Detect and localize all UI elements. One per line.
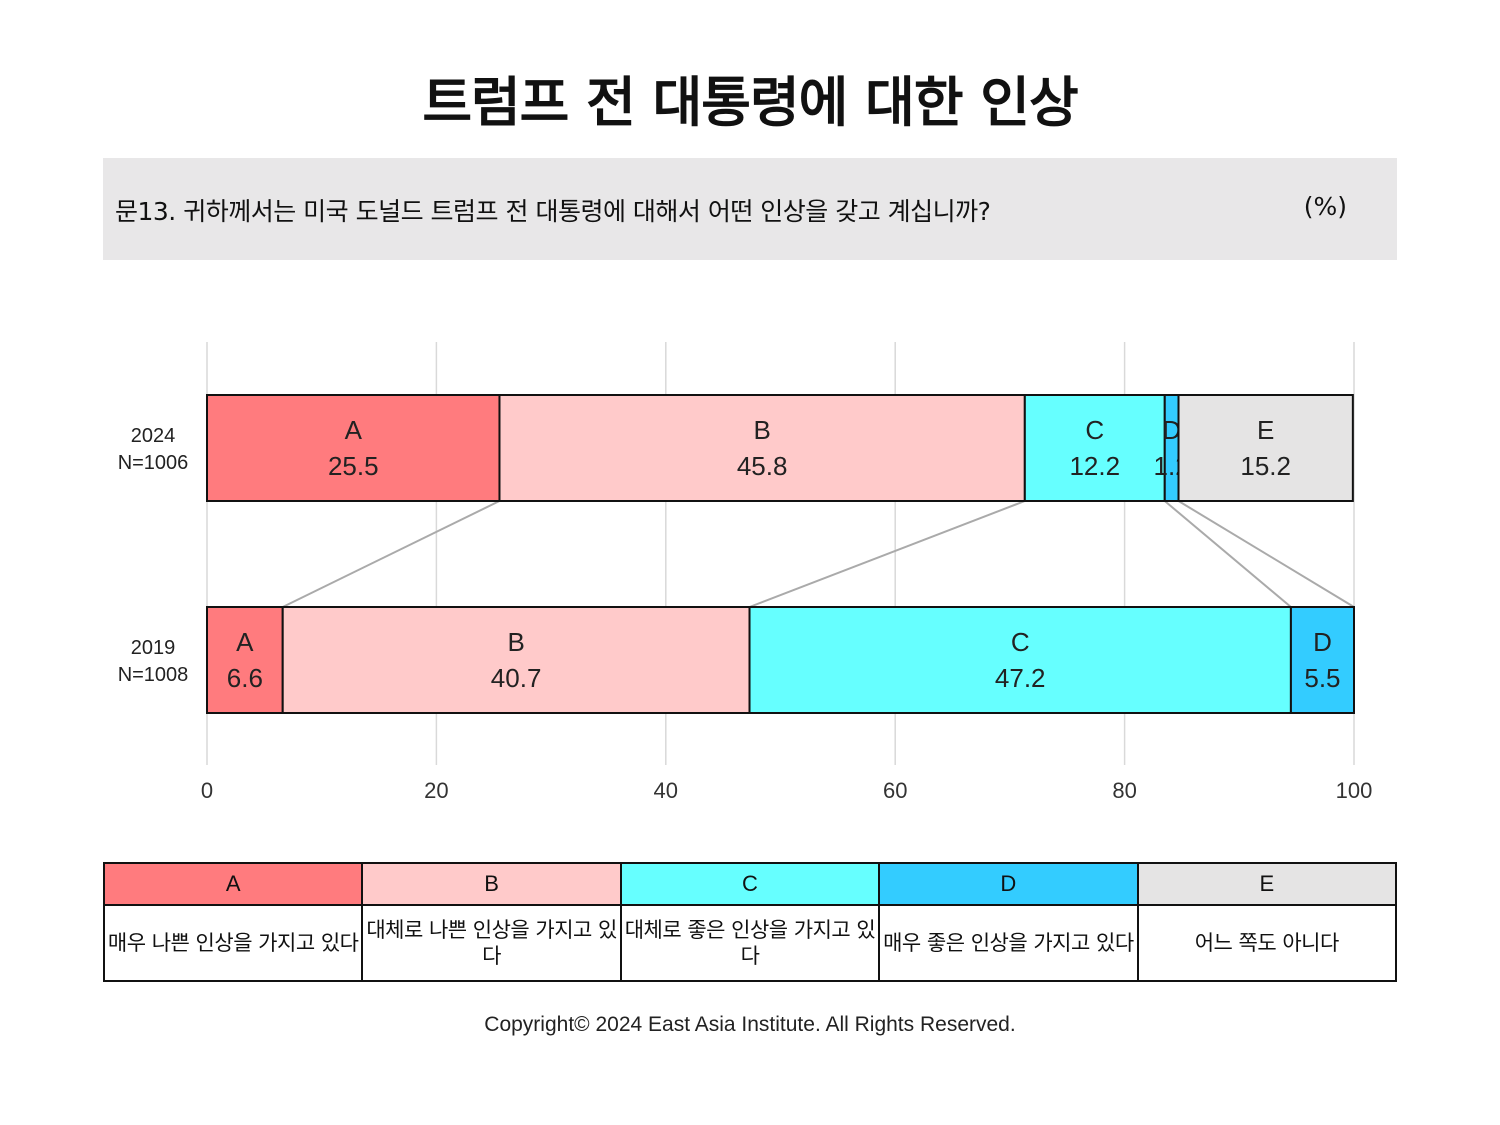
stacked-bar-chart: 0 20 40 60 80 100A25.5B45.8C12.2D1.2E15.22024… bbox=[118, 342, 1373, 803]
bar-value-2019-B: 40.7 bbox=[491, 663, 542, 693]
x-tick-label-100: 100 bbox=[1336, 778, 1373, 803]
bar-value-2019-C: 47.2 bbox=[995, 663, 1046, 693]
row-label-n-2024: N=1006 bbox=[118, 452, 189, 474]
bar-2019-D bbox=[1289, 606, 1356, 714]
bar-key-2019-B: B bbox=[507, 627, 524, 657]
unit-label: (%) bbox=[1303, 192, 1347, 221]
bar-2024-B bbox=[498, 394, 1026, 502]
legend-desc-row: 매우 나쁜 인상을 가지고 있다 대체로 나쁜 인상을 가지고 있다 대체로 좋… bbox=[102, 904, 1398, 982]
bar-2024-C bbox=[1023, 394, 1166, 502]
bar-key-2019-D: D bbox=[1313, 627, 1332, 657]
bar-value-2024-A: 25.5 bbox=[328, 451, 379, 481]
row-label-year-2019: 2019 bbox=[131, 637, 176, 659]
connector-line-4 bbox=[1177, 500, 1355, 608]
copyright-text: Copyright© 2024 East Asia Institute. All… bbox=[484, 1013, 1016, 1036]
connector-line-3 bbox=[1164, 500, 1292, 608]
legend-code-b: B bbox=[361, 862, 622, 906]
legend-desc-c: 대체로 좋은 인상을 가지고 있다 bbox=[619, 904, 881, 982]
row-label-year-2024: 2024 bbox=[131, 425, 176, 447]
chart-title: 트럼프 전 대통령에 대한 인상 bbox=[422, 71, 1078, 134]
bar-key-2024-D: D bbox=[1162, 415, 1181, 445]
legend-desc-a: 매우 나쁜 인상을 가지고 있다 bbox=[102, 904, 364, 982]
bar-2019-A bbox=[206, 606, 284, 714]
legend-code-d: D bbox=[878, 862, 1139, 906]
legend-code-a: A bbox=[102, 862, 364, 906]
legend-desc-d: 매우 좋은 인상을 가지고 있다 bbox=[878, 904, 1139, 982]
bar-2024-D bbox=[1163, 394, 1180, 502]
connector-line-1 bbox=[282, 500, 500, 608]
bar-key-2019-A: A bbox=[236, 627, 254, 657]
x-tick-label-40: 40 bbox=[654, 778, 678, 803]
legend-code-e: E bbox=[1136, 862, 1398, 906]
x-tick-label-20: 20 bbox=[424, 778, 448, 803]
bar-value-2024-B: 45.8 bbox=[737, 451, 788, 481]
bar-key-2024-B: B bbox=[753, 415, 770, 445]
legend-table: A B C D E 매우 나쁜 인상을 가지고 있다 대체로 나쁜 인상을 가지… bbox=[102, 862, 1398, 982]
bar-value-2019-D: 5.5 bbox=[1304, 663, 1340, 693]
bar-key-2024-A: A bbox=[345, 415, 363, 445]
legend-desc-b: 대체로 나쁜 인상을 가지고 있다 bbox=[361, 904, 622, 982]
bar-key-2024-C: C bbox=[1085, 415, 1104, 445]
question-text: 문13. 귀하께서는 미국 도널드 트럼프 전 대통령에 대해서 어떤 인상을 … bbox=[115, 197, 991, 226]
legend-code-c: C bbox=[619, 862, 881, 906]
bar-value-2019-A: 6.6 bbox=[227, 663, 263, 693]
bar-2024-E bbox=[1177, 394, 1354, 502]
bar-value-2024-C: 12.2 bbox=[1069, 451, 1120, 481]
bar-2024-A bbox=[206, 394, 501, 502]
legend-code-row: A B C D E bbox=[102, 862, 1398, 906]
question-box: 문13. 귀하께서는 미국 도널드 트럼프 전 대통령에 대해서 어떤 인상을 … bbox=[103, 158, 1397, 260]
bar-value-2024-E: 15.2 bbox=[1240, 451, 1291, 481]
legend-desc-e: 어느 쪽도 아니다 bbox=[1136, 904, 1398, 982]
x-tick-label-80: 80 bbox=[1112, 778, 1136, 803]
x-tick-label-0: 0 bbox=[201, 778, 213, 803]
bar-key-2019-C: C bbox=[1011, 627, 1030, 657]
bar-2019-C bbox=[748, 606, 1292, 714]
bar-2019-B bbox=[281, 606, 751, 714]
x-tick-label-60: 60 bbox=[883, 778, 907, 803]
bar-key-2024-E: E bbox=[1257, 415, 1274, 445]
row-label-n-2019: N=1008 bbox=[118, 664, 189, 686]
connector-line-2 bbox=[749, 500, 1026, 608]
